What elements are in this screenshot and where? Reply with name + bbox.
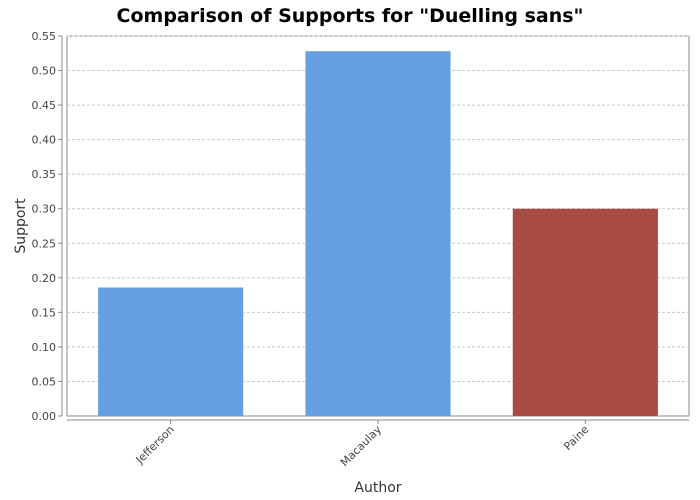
- bar-jefferson: [98, 287, 244, 416]
- bar-paine: [512, 208, 658, 416]
- y-tick-label: 0.50: [32, 65, 57, 78]
- x-tick-label-macaulay: Macaulay: [338, 423, 385, 470]
- x-tick-label-jefferson: Jefferson: [133, 423, 177, 467]
- y-tick-label: 0.05: [32, 375, 57, 388]
- y-tick-label: 0.20: [32, 272, 57, 285]
- y-tick-label: 0.55: [32, 30, 57, 43]
- bars: [98, 51, 658, 416]
- y-tick-label: 0.00: [32, 410, 57, 423]
- y-tick-label: 0.40: [32, 134, 57, 147]
- y-axis: 0.00 0.05 0.10 0.15 0.20 0.25 0.30 0.35 0.40 0.45…: [32, 30, 63, 423]
- x-axis-label: Author: [354, 480, 401, 496]
- x-tick-label-paine: Paine: [561, 423, 591, 453]
- y-tick-label: 0.30: [32, 203, 57, 216]
- bar-macaulay: [305, 51, 451, 416]
- y-tick-label: 0.15: [32, 306, 57, 319]
- y-tick-label: 0.35: [32, 168, 57, 181]
- y-axis-label: Support: [13, 198, 29, 254]
- y-tick-label: 0.45: [32, 99, 57, 112]
- chart-title: Comparison of Supports for "Duelling san…: [117, 5, 584, 27]
- y-tick-label: 0.10: [32, 341, 57, 354]
- y-tick-label: 0.25: [32, 237, 57, 250]
- x-axis: Jefferson Macaulay Paine: [67, 419, 689, 470]
